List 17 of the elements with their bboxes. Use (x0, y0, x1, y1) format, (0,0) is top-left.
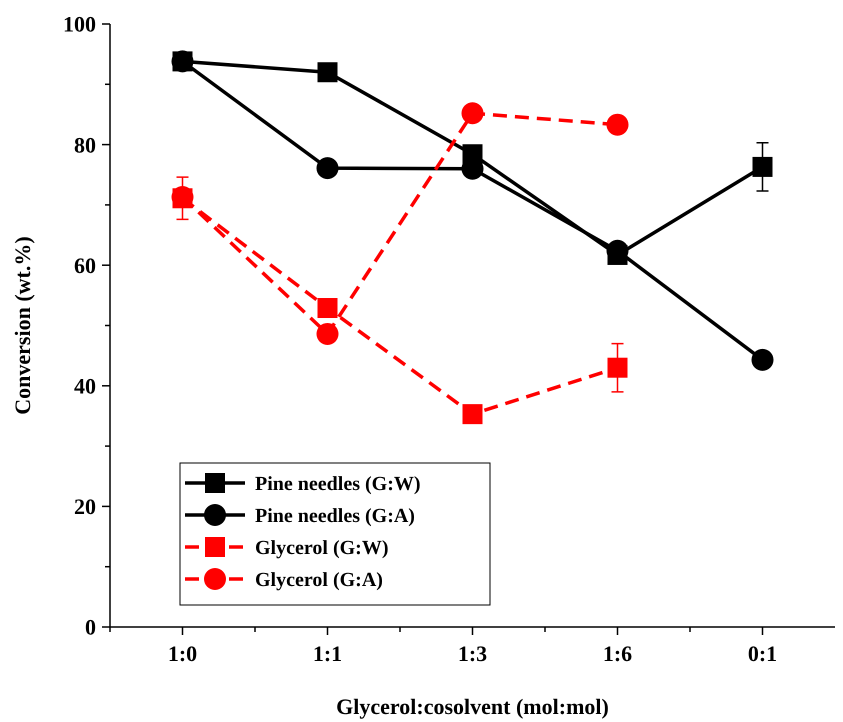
legend-label: Pine needles (G:W) (255, 473, 421, 495)
x-tick-label: 1:0 (168, 641, 198, 666)
y-tick-label: 0 (85, 614, 96, 640)
x-tick-label: 0:1 (748, 641, 778, 666)
legend-label: Pine needles (G:A) (255, 505, 415, 527)
y-tick-label: 20 (74, 494, 96, 520)
x-tick-label: 1:1 (312, 641, 342, 666)
legend-label: Glycerol (G:A) (255, 569, 383, 591)
x-tick-label: 1:3 (458, 641, 488, 666)
y-tick-label: 40 (74, 374, 96, 398)
y-axis-title: Conversion (wt.%) (10, 236, 35, 415)
legend-label: Glycerol (G:W) (255, 537, 388, 559)
y-tick-label: 100 (63, 12, 96, 37)
x-tick-label: 1:6 (602, 641, 632, 666)
y-tick-label: 60 (74, 252, 96, 278)
y-tick-label: 80 (74, 132, 96, 158)
x-axis-title: Glycerol:cosolvent (mol:mol) (336, 694, 609, 719)
